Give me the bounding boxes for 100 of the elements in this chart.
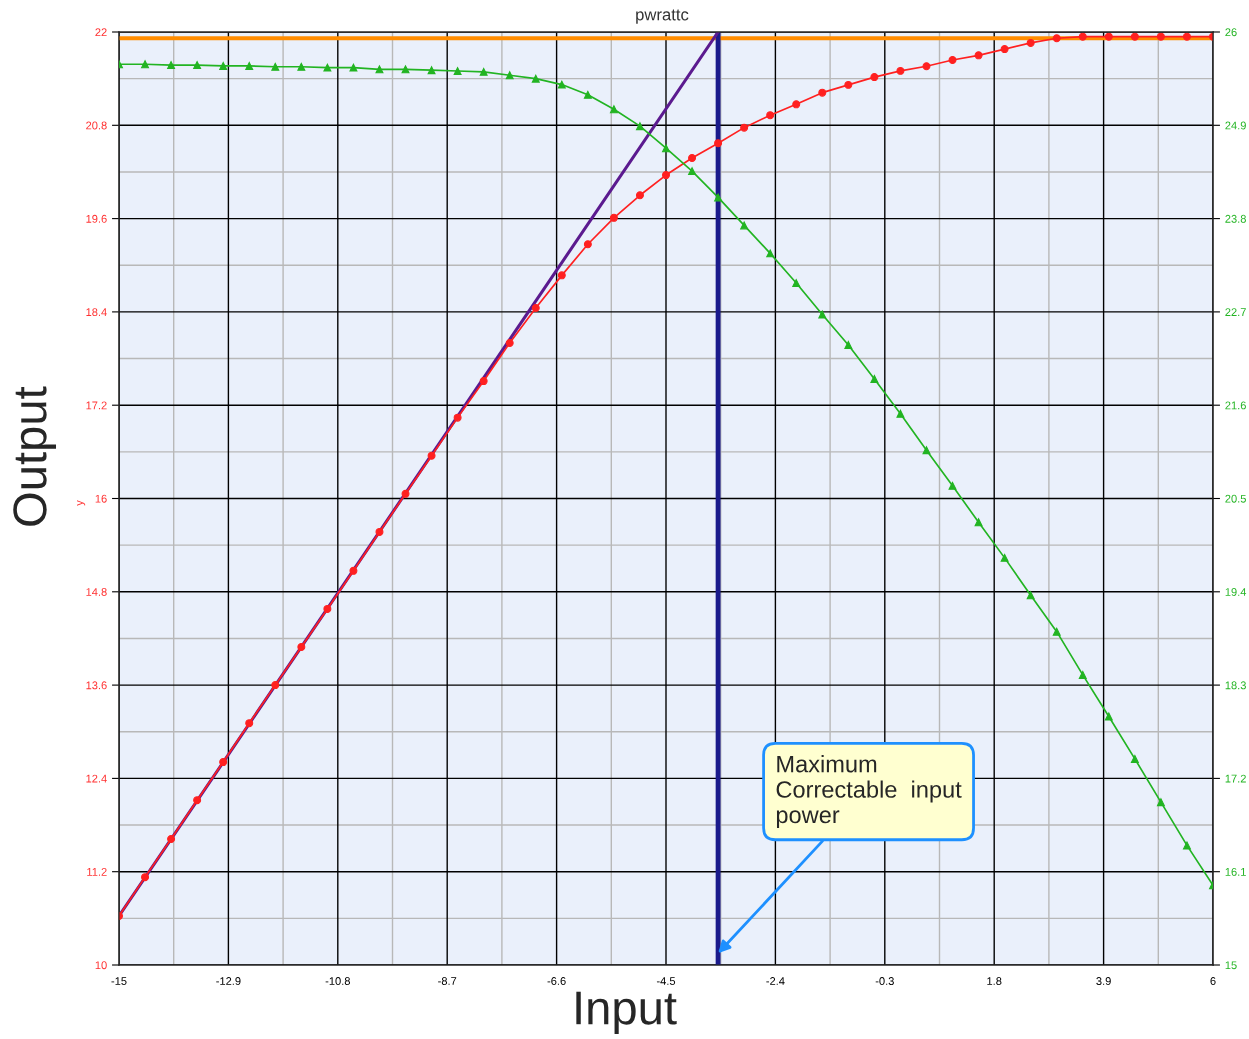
point [1130,32,1139,41]
y2-tick-label: 20.5 [1225,494,1246,503]
point [1026,38,1035,47]
point [1156,32,1165,41]
point [1156,798,1165,807]
point [401,489,410,498]
point [662,171,670,180]
point [1000,45,1009,54]
y-tick-label: 18.4 [86,308,107,317]
point [1026,591,1035,600]
point [1104,712,1113,721]
point [922,62,931,71]
point [557,271,566,280]
y2-tick-label: 17.2 [1225,774,1246,783]
point [297,643,306,651]
point [531,304,540,312]
x-tick-label: -0.3 [875,977,894,985]
point [792,279,801,288]
point [870,374,879,383]
x-tick-label: -15 [111,977,127,985]
point [1052,627,1061,636]
x-tick-label: 1.8 [987,977,1002,985]
y2-tick-label: 16.1 [1225,867,1246,876]
point [766,249,775,258]
point [271,681,280,690]
y-tick-label: 13.6 [86,681,107,690]
point [479,377,488,386]
point [1052,34,1061,43]
x-axis-title: Input [576,991,677,1035]
y2-tick-label: 24.9 [1225,121,1246,130]
point [688,153,697,162]
point [427,66,436,75]
point [792,100,801,109]
point [453,413,462,422]
y-axis-title: Output [13,386,57,526]
point [896,409,905,418]
point [245,61,254,70]
point [1000,553,1009,562]
y2-tick-label: 22.7 [1225,308,1246,316]
point [219,61,228,70]
point [1078,670,1087,679]
y-tick-label: 17.2 [86,401,107,410]
point [740,123,749,132]
point [505,71,514,80]
point [245,719,254,728]
y-tick-label: 16 [95,494,107,503]
y2-tick-label: 26 [1225,28,1237,37]
x-tick-label: -6.6 [547,977,566,985]
point [531,74,540,83]
x-tick-label: -8.7 [438,977,457,985]
point [557,80,566,89]
point [375,527,384,536]
point [167,61,176,70]
point [1104,32,1113,41]
point [1078,32,1087,41]
point [141,60,150,69]
y-tick-label: 22 [95,28,107,37]
point [1130,754,1139,763]
point [844,80,853,89]
point [583,240,592,249]
point [609,213,618,222]
point [583,90,592,99]
point [974,518,983,527]
text: y [77,500,86,506]
x-tick-label: -4.5 [656,977,676,985]
point [141,873,150,882]
point [167,835,176,844]
point [271,62,280,71]
point [193,796,202,805]
point [323,604,332,613]
point [297,62,306,71]
point [922,446,931,455]
y-tick-label: 14.8 [86,588,107,596]
point [635,122,644,131]
point [349,63,358,72]
point [635,191,644,200]
point [505,339,514,347]
point [323,63,332,72]
x-tick-label: 3.9 [1096,977,1111,985]
x-tick-label: -2.4 [766,977,785,985]
y-tick-label: 19.6 [86,214,107,223]
chart-title: pwrattc [636,9,689,24]
point [688,167,697,176]
point [766,111,775,120]
y2-tick-label: 15 [1225,961,1237,970]
y2-tick-label: 21.6 [1225,401,1246,410]
point [349,566,358,575]
point [844,340,853,349]
x-tick-label: -10.8 [325,977,350,985]
x-tick-label: -12.9 [216,977,241,985]
point [818,88,827,97]
point [974,51,983,60]
point [1182,32,1191,41]
point [740,221,749,230]
point [870,73,879,82]
point [609,105,618,114]
x-tick-label: 6 [1210,977,1216,985]
y2-tick-label: 19.4 [1225,588,1247,596]
y-tick-label: 20.8 [86,121,107,130]
point [818,310,827,319]
